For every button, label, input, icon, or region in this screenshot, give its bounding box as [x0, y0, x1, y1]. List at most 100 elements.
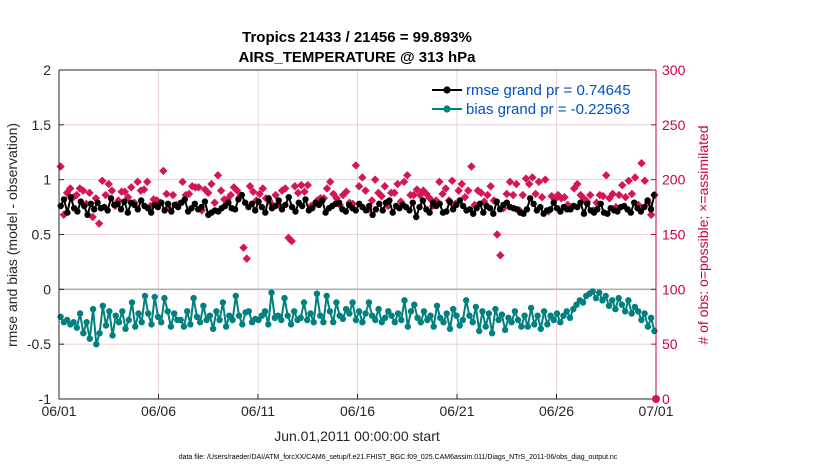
legend-bias-label: bias grand pr = -0.22563 — [466, 101, 630, 118]
bias-point — [501, 326, 509, 334]
rmse-point — [449, 206, 457, 213]
obs-count-point — [248, 187, 258, 196]
bias-point — [287, 321, 295, 328]
obs-count-point — [290, 182, 300, 191]
bias-point — [106, 308, 113, 315]
y-tick-label-left: 0.5 — [32, 227, 52, 243]
obs-count-point — [332, 194, 341, 203]
rmse-point — [67, 194, 74, 201]
obs-count-point — [393, 179, 402, 189]
bias-point — [531, 321, 538, 328]
obs-count-point — [460, 193, 470, 202]
bias-point — [459, 316, 467, 324]
bias-point — [154, 313, 162, 320]
rmse-point — [57, 202, 64, 210]
rmse-point — [493, 198, 500, 205]
obs-count-point — [390, 188, 399, 198]
rmse-point — [637, 208, 645, 215]
bias-point — [63, 316, 71, 324]
rmse-point — [547, 206, 554, 213]
obs-count-point — [483, 190, 492, 200]
bias-point — [573, 301, 580, 308]
x-tick-label: 06/06 — [141, 403, 176, 419]
bias-point — [482, 323, 489, 330]
y-tick-label-right: 300 — [662, 62, 686, 78]
obs-count-point — [78, 186, 88, 195]
bias-point — [557, 319, 564, 326]
rmse-point — [470, 210, 477, 217]
bias-point — [57, 313, 64, 320]
y-tick-label-left: 2 — [43, 62, 51, 78]
rmse-point — [104, 207, 111, 214]
obs-count-point — [624, 176, 633, 185]
obs-count-point — [380, 182, 389, 191]
rmse-point — [436, 200, 443, 207]
bias-point — [463, 297, 470, 304]
bias-point — [472, 303, 480, 311]
obs-count-point — [403, 171, 412, 180]
bias-point — [93, 341, 100, 348]
right-axis-origin-marker — [652, 395, 660, 403]
rmse-point — [275, 197, 282, 204]
bias-point — [537, 325, 544, 332]
bias-point — [304, 316, 311, 324]
obs-count-point — [412, 185, 422, 194]
obs-count-point — [239, 243, 248, 252]
bias-point — [534, 312, 541, 319]
rmse-point — [443, 208, 450, 215]
bias-point — [411, 301, 418, 308]
obs-count-point — [133, 177, 142, 187]
bias-point — [96, 330, 103, 337]
obs-count-point — [560, 193, 569, 202]
rmse-point — [161, 207, 168, 214]
bias-point — [394, 310, 402, 317]
obs-count-point — [441, 184, 450, 193]
rmse-point — [315, 201, 323, 209]
rmse-point — [231, 206, 239, 213]
rmse-point — [597, 200, 604, 207]
bias-point — [141, 292, 149, 300]
obs-count-point — [139, 185, 149, 194]
bias-point — [456, 322, 463, 329]
rmse-point — [255, 198, 262, 205]
rmse-point — [288, 203, 296, 211]
bias-point — [281, 294, 288, 302]
bias-point — [404, 323, 411, 330]
bias-point — [128, 299, 136, 306]
rmse-point — [366, 202, 373, 210]
bias-point — [524, 323, 531, 330]
bias-point — [235, 312, 243, 319]
bias-point — [245, 308, 252, 315]
bias-point — [229, 316, 236, 324]
rmse-point — [144, 205, 152, 212]
bias-point — [222, 323, 230, 330]
bias-point — [641, 310, 648, 317]
obs-count-point — [358, 173, 367, 182]
bias-point — [313, 290, 321, 297]
obs-count-point — [104, 179, 113, 189]
obs-count-point — [75, 184, 85, 193]
bias-point — [138, 319, 145, 326]
rmse-point — [523, 206, 531, 213]
obs-count-point — [143, 177, 152, 187]
bias-point — [589, 288, 596, 295]
rmse-point — [594, 206, 601, 213]
bias-point — [417, 319, 424, 326]
obs-count-point — [326, 177, 335, 187]
y-tick-label-right: 200 — [662, 172, 686, 188]
obs-count-point — [399, 177, 409, 187]
obs-count-point — [277, 186, 287, 195]
rmse-point — [372, 206, 380, 213]
bias-point — [284, 312, 291, 319]
bias-point — [505, 314, 512, 321]
obs-count-point — [194, 183, 203, 192]
rmse-point — [413, 213, 420, 221]
rmse-point — [473, 205, 480, 212]
obs-count-point — [618, 180, 627, 190]
rmse-point — [490, 210, 497, 217]
rmse-point — [557, 208, 564, 215]
bias-point — [375, 305, 382, 313]
rmse-point — [550, 199, 557, 206]
bias-point — [278, 316, 285, 324]
